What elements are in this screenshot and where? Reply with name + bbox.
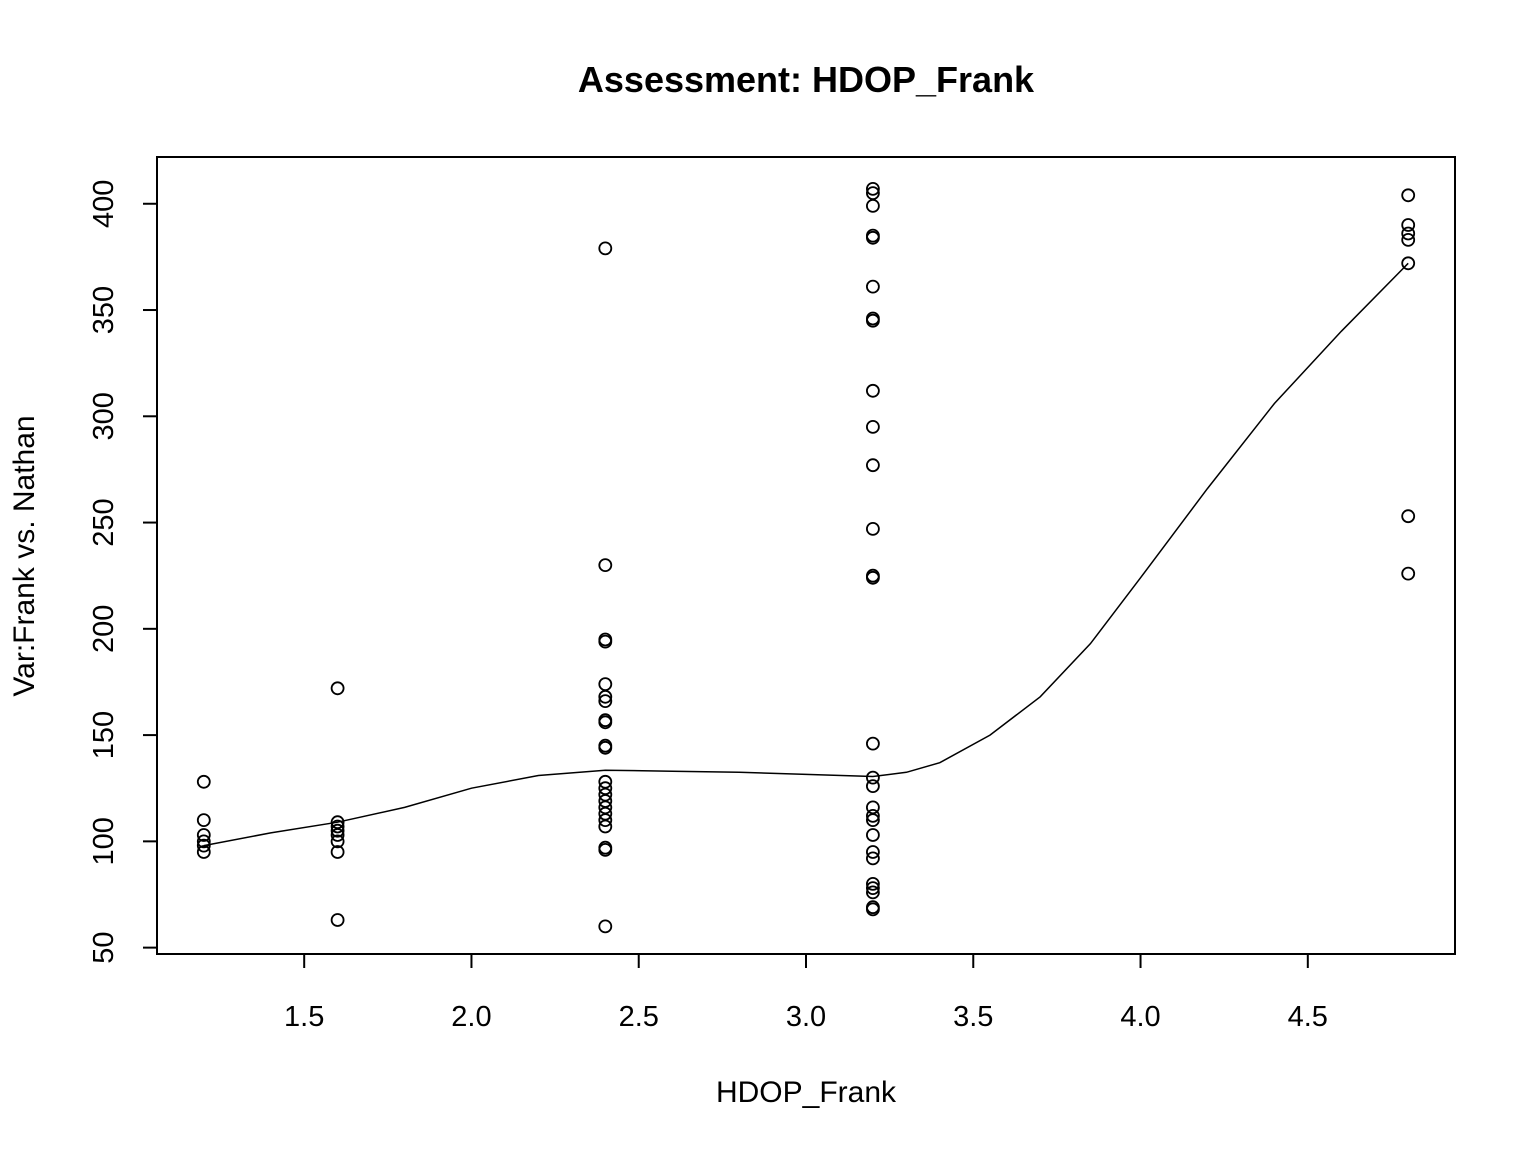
- data-point: [866, 881, 880, 895]
- data-point: [598, 689, 613, 704]
- data-point: [598, 740, 613, 755]
- data-point: [1401, 226, 1416, 241]
- x-axis: 1.5 2.0 2.5 3.0 3.5 4.0 4.5: [284, 953, 1328, 1033]
- y-tick-label: 100: [88, 817, 120, 865]
- x-tick-label: 2.0: [451, 1001, 491, 1033]
- data-point: [866, 570, 880, 585]
- data-point: [866, 813, 880, 827]
- data-point: [330, 828, 345, 842]
- points-group: [196, 181, 1416, 934]
- data-point: [196, 813, 211, 827]
- plot-frame: [156, 156, 1456, 955]
- data-point: [598, 558, 613, 572]
- data-point: [866, 230, 880, 245]
- data-point: [598, 634, 613, 649]
- data-point: [598, 813, 613, 827]
- data-point: [196, 845, 211, 859]
- data-point: [196, 774, 211, 789]
- data-point: [598, 694, 613, 708]
- data-point: [1401, 232, 1416, 247]
- x-tick-label: 4.0: [1120, 1001, 1160, 1033]
- data-point: [196, 828, 211, 842]
- data-point: [866, 458, 880, 473]
- smooth-line: [203, 262, 1409, 847]
- y-tick-label: 50: [88, 931, 120, 963]
- data-point: [866, 885, 880, 900]
- y-tick-label: 350: [88, 286, 120, 334]
- x-tick-label: 3.0: [786, 1001, 826, 1033]
- x-tick-label: 1.5: [284, 1001, 324, 1033]
- data-point: [866, 313, 880, 328]
- data-point: [1401, 188, 1416, 203]
- data-point: [866, 419, 880, 434]
- data-point: [866, 736, 880, 751]
- y-tick-label: 300: [88, 392, 120, 440]
- data-point: [598, 843, 613, 857]
- data-point: [330, 823, 345, 838]
- data-point: [866, 845, 880, 859]
- data-point: [598, 819, 613, 834]
- data-point: [866, 279, 880, 294]
- data-point: [598, 677, 613, 691]
- data-point: [330, 681, 345, 696]
- data-point: [866, 181, 880, 196]
- data-point: [1401, 256, 1416, 271]
- data-point: [598, 241, 613, 256]
- data-point: [866, 383, 880, 398]
- data-point: [866, 770, 880, 785]
- data-point: [1401, 509, 1416, 524]
- x-tick-label: 3.5: [953, 1001, 993, 1033]
- x-axis-label: HDOP_Frank: [716, 1076, 897, 1109]
- data-point: [196, 834, 211, 849]
- x-tick-label: 4.5: [1288, 1001, 1328, 1033]
- data-point: [866, 522, 880, 536]
- y-axis: 50 100 150 200 250 300 350 400: [88, 180, 158, 964]
- data-point: [866, 198, 880, 213]
- data-point: [330, 819, 345, 834]
- data-point: [598, 715, 613, 730]
- y-tick-label: 250: [88, 498, 120, 546]
- data-point: [598, 919, 613, 934]
- smooth-line-group: [203, 262, 1409, 847]
- y-tick-label: 150: [88, 711, 120, 759]
- x-tick-label: 2.5: [619, 1001, 659, 1033]
- y-tick-label: 200: [88, 605, 120, 653]
- data-point: [196, 838, 211, 853]
- data-point: [1401, 566, 1416, 581]
- data-point: [1401, 218, 1416, 232]
- data-point: [330, 834, 345, 849]
- y-tick-label: 400: [88, 180, 120, 228]
- data-point: [866, 877, 880, 891]
- data-point: [866, 902, 880, 917]
- y-axis-label: Var:Frank vs. Nathan: [8, 415, 41, 696]
- data-point: [330, 913, 345, 927]
- data-point: [330, 845, 345, 859]
- data-point: [866, 779, 880, 793]
- chart-title: Assessment: HDOP_Frank: [578, 59, 1035, 100]
- data-point: [866, 851, 880, 866]
- data-point: [866, 828, 880, 842]
- data-point: [866, 809, 880, 823]
